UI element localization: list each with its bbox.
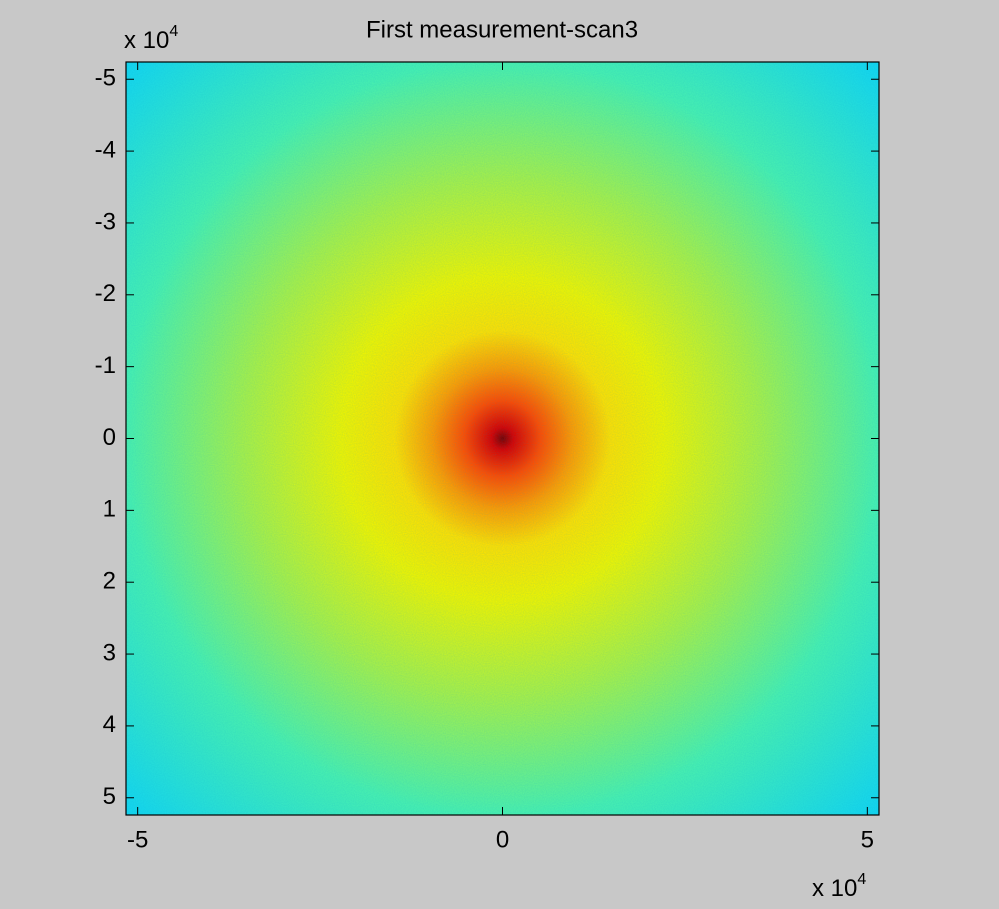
x-multiplier-exponent: 4 <box>857 871 866 888</box>
y-tick-label: -3 <box>95 208 116 235</box>
y-multiplier: x 104 <box>124 23 178 54</box>
heatmap-texture <box>126 62 879 815</box>
y-tick-label: -4 <box>95 136 116 163</box>
y-tick-label: 3 <box>103 639 116 666</box>
x-tick-label: 5 <box>861 826 874 853</box>
y-tick-label: 1 <box>103 496 116 523</box>
y-tick-label: -1 <box>95 352 116 379</box>
x-tick-label: 0 <box>496 826 509 853</box>
y-multiplier-exponent: 4 <box>169 23 178 40</box>
plot-area <box>125 61 880 816</box>
y-tick-label: 0 <box>103 424 116 451</box>
y-tick-label: 4 <box>103 711 116 738</box>
chart-title: First measurement-scan3 <box>366 16 638 43</box>
x-multiplier: x 104 <box>812 871 866 902</box>
y-tick-label: -5 <box>95 65 116 92</box>
x-multiplier-base: x 10 <box>812 875 857 902</box>
y-tick-label: 2 <box>103 568 116 595</box>
x-tick-label: -5 <box>127 826 148 853</box>
y-multiplier-base: x 10 <box>124 27 169 54</box>
y-tick-label: 5 <box>103 783 116 810</box>
y-tick-label: -2 <box>95 280 116 307</box>
